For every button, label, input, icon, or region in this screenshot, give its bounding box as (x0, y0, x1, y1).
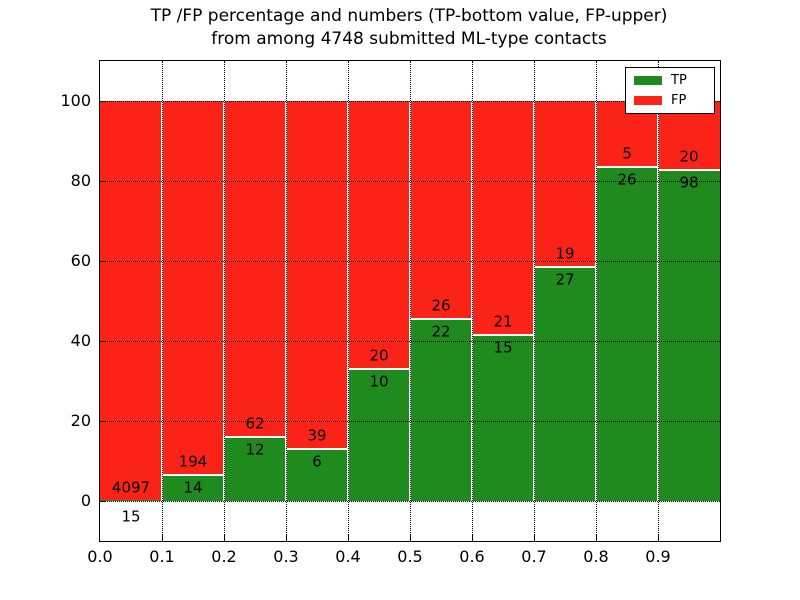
fp-legend-swatch (634, 96, 662, 105)
x-tick-mark (534, 535, 535, 541)
bar-segment-fp (534, 101, 596, 267)
y-tick-label: 60 (70, 251, 91, 270)
bar-segment-fp (224, 101, 286, 437)
gridline-horizontal (100, 181, 720, 182)
tp-count-label: 26 (617, 170, 637, 189)
chart-title-line2: from among 4748 submitted ML-type contac… (211, 29, 607, 49)
legend-entry-tp: TP (634, 74, 706, 87)
gridline-vertical (348, 61, 349, 541)
y-tick-mark (100, 181, 106, 182)
bar-segment-tp (410, 317, 472, 501)
gridline-horizontal (100, 501, 720, 502)
x-tick-mark (596, 535, 597, 541)
gridline-horizontal (100, 341, 720, 342)
x-tick-mark (286, 535, 287, 541)
bar-segment-tp (100, 499, 162, 501)
bar-segment-fp (348, 101, 410, 368)
y-tick-mark (100, 341, 106, 342)
bar-segment-fp (410, 101, 472, 318)
legend: TP FP (625, 67, 715, 114)
fp-count-label: 21 (493, 312, 513, 331)
y-tick-label: 100 (60, 91, 91, 110)
y-tick-mark (100, 421, 106, 422)
x-tick-mark (472, 535, 473, 541)
gridline-horizontal (100, 101, 720, 102)
fp-count-label: 62 (245, 414, 265, 433)
x-tick-mark (224, 535, 225, 541)
bar-segment-tp (658, 168, 720, 501)
x-tick-label: 0.0 (87, 547, 113, 566)
tp-count-label: 15 (121, 507, 141, 526)
gridline-vertical (286, 61, 287, 541)
gridline-vertical (472, 61, 473, 541)
bar-segment-tp (534, 266, 596, 501)
gridline-vertical (224, 61, 225, 541)
tp-count-label: 15 (493, 338, 513, 357)
tp-count-label: 14 (183, 478, 203, 497)
gridline-horizontal (100, 421, 720, 422)
x-tick-label: 0.3 (273, 547, 299, 566)
x-tick-mark (410, 535, 411, 541)
bar-segment-tp (596, 165, 658, 501)
y-tick-mark (100, 501, 106, 502)
x-tick-label: 0.7 (521, 547, 547, 566)
chart-title-line1: TP /FP percentage and numbers (TP-bottom… (150, 6, 668, 26)
x-tick-label: 0.2 (211, 547, 237, 566)
x-tick-label: 0.5 (397, 547, 423, 566)
chart-title: TP /FP percentage and numbers (TP-bottom… (99, 5, 719, 51)
bar-segment-fp (472, 101, 534, 335)
tp-count-label: 12 (245, 440, 265, 459)
tp-count-label: 6 (312, 452, 322, 471)
bar-segment-fp (162, 101, 224, 475)
legend-label-fp: FP (671, 93, 687, 108)
gridline-vertical (596, 61, 597, 541)
tp-count-label: 10 (369, 372, 389, 391)
legend-label-tp: TP (671, 73, 687, 88)
gridline-vertical (658, 61, 659, 541)
gridline-vertical (162, 61, 163, 541)
x-tick-label: 0.8 (583, 547, 609, 566)
bar-segment-fp (100, 101, 162, 500)
bar-segment-fp (286, 101, 348, 448)
y-tick-label: 80 (70, 171, 91, 190)
fp-count-label: 20 (679, 147, 699, 166)
tp-count-label: 22 (431, 322, 451, 341)
fp-count-label: 39 (307, 426, 327, 445)
fp-count-label: 19 (555, 244, 575, 263)
bar-segment-tp (286, 447, 348, 501)
y-tick-mark (100, 261, 106, 262)
gridline-vertical (410, 61, 411, 541)
x-tick-label: 0.1 (149, 547, 175, 566)
bar-segment-tp (348, 367, 410, 501)
bar-segment-tp (472, 334, 534, 501)
legend-entry-fp: FP (634, 94, 706, 107)
plot-area: Percentage Predicted probability TP FP 4… (60, 60, 721, 565)
tp-legend-swatch (634, 76, 662, 85)
y-tick-label: 20 (70, 411, 91, 430)
bar-segment-tp (162, 474, 224, 501)
x-tick-mark (658, 535, 659, 541)
y-tick-label: 0 (80, 491, 91, 510)
x-tick-label: 0.4 (335, 547, 361, 566)
tp-count-label: 27 (555, 270, 575, 289)
x-tick-label: 0.9 (645, 547, 671, 566)
fp-count-label: 5 (622, 144, 632, 163)
y-tick-label: 40 (70, 331, 91, 350)
gridline-vertical (534, 61, 535, 541)
x-tick-mark (162, 535, 163, 541)
bar-segment-tp (224, 436, 286, 501)
tp-count-label: 98 (679, 173, 699, 192)
x-tick-label: 0.6 (459, 547, 485, 566)
gridline-horizontal (100, 261, 720, 262)
x-tick-mark (348, 535, 349, 541)
y-tick-mark (100, 101, 106, 102)
fp-count-label: 4097 (111, 478, 151, 497)
fp-count-label: 194 (178, 452, 208, 471)
fp-count-label: 26 (431, 296, 451, 315)
fp-count-label: 20 (369, 346, 389, 365)
